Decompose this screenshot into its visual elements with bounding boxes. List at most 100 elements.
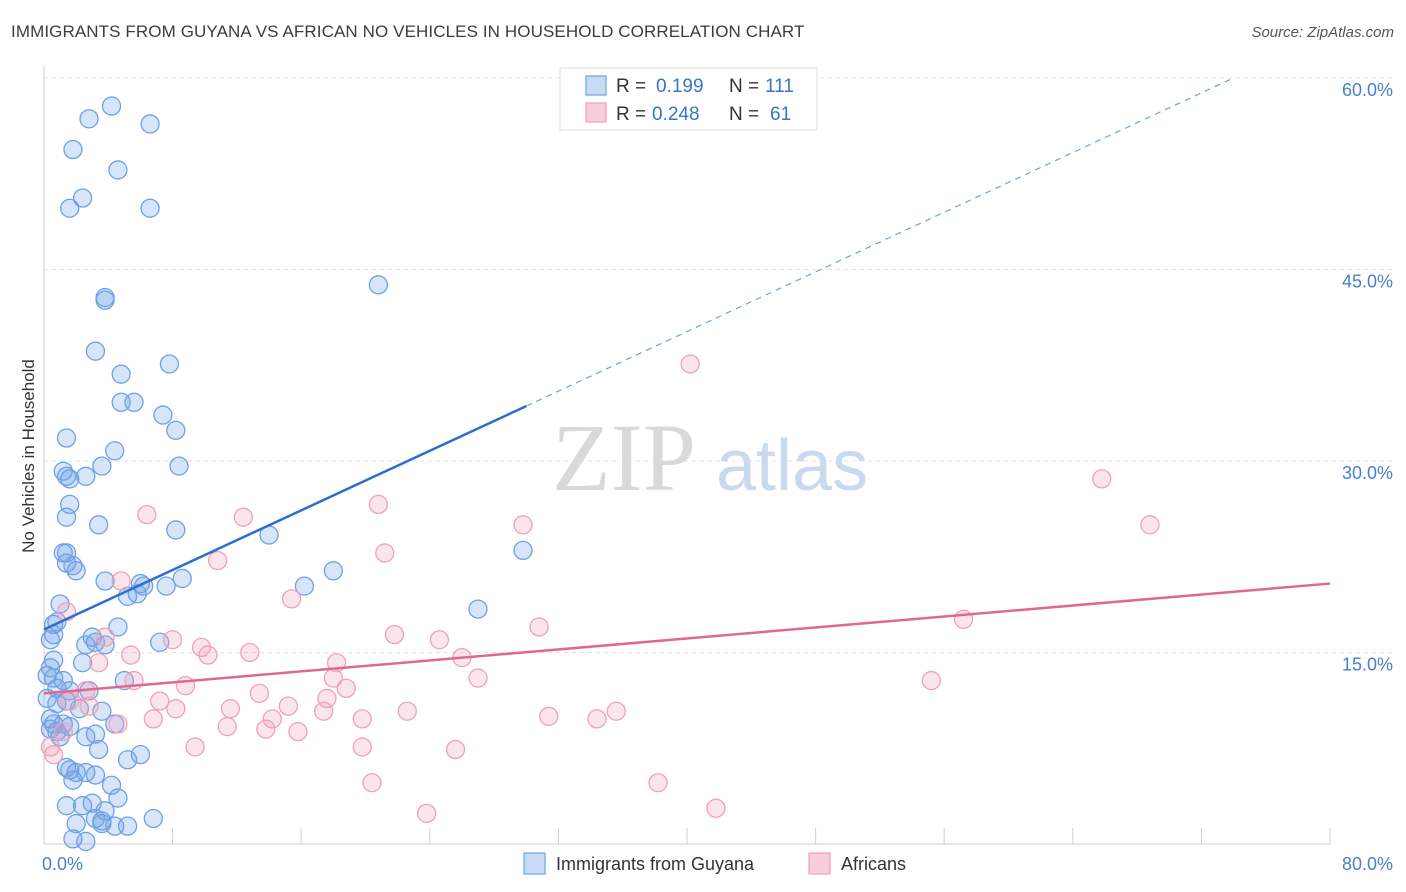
series-africans-points [40,354,1160,824]
data-point-guyana [53,670,73,691]
y-axis-label: No Vehicles in Household [19,359,38,553]
legend-r-value: 0.199 [656,76,704,97]
legend-n-label: N = [729,76,759,97]
data-point-guyana [153,405,173,425]
data-point-guyana [89,515,109,535]
legend-swatch-africans [585,102,607,123]
data-point-africans [429,630,450,650]
watermark-zip: ZIP [552,404,696,511]
legend-r-label: R = [616,104,646,125]
data-point-guyana [156,576,176,596]
data-point-africans [79,696,99,716]
data-point-africans [240,642,260,663]
data-point-africans [368,494,389,515]
data-point-guyana [85,765,106,785]
data-point-guyana [56,507,77,527]
data-point-africans [336,678,356,698]
trend-line-africans [43,582,1331,695]
data-point-africans [162,630,183,650]
legend-r-value: 0.248 [652,104,700,125]
data-point-africans [166,699,186,719]
data-point-guyana [85,724,106,744]
data-point-guyana [50,727,70,747]
chart-title: IMMIGRANTS FROM GUYANA VS AFRICAN NO VEH… [11,22,805,41]
data-point-guyana [108,617,128,637]
data-point-africans [1092,469,1112,489]
data-point-guyana [140,114,160,134]
series-guyana-points [37,96,533,852]
data-point-guyana [105,441,125,461]
data-point-guyana [166,420,186,441]
legend-n-value: 111 [765,76,794,97]
x-tick-label: 80.0% [1342,854,1393,874]
data-point-guyana [53,461,73,481]
data-point-africans [288,722,308,742]
data-point-guyana [79,109,99,129]
trend-line-guyana-extension [525,77,1234,407]
data-point-africans [281,589,302,609]
data-point-guyana [169,456,189,476]
data-point-africans [233,507,253,527]
legend-swatch-guyana [585,75,607,96]
data-point-africans [60,691,80,711]
data-point-guyana [468,599,488,619]
data-point-guyana [140,198,160,218]
y-tick-label: 15.0% [1342,655,1393,675]
data-point-africans [445,739,466,760]
data-point-africans [416,803,437,824]
data-point-africans [220,699,241,719]
data-point-africans [150,691,170,711]
trend-lines [43,77,1331,695]
data-point-africans [362,773,382,793]
data-point-guyana [159,354,180,374]
data-point-africans [539,706,559,726]
data-point-africans [314,701,334,721]
data-point-africans [43,744,64,765]
data-point-guyana [37,688,57,709]
chart-source: Source: ZipAtlas.com [1251,24,1394,41]
data-point-guyana [95,571,115,591]
data-point-africans [1140,515,1160,535]
trend-line-guyana [43,404,527,631]
bottom-legend-label-guyana: Immigrants from Guyana [556,854,755,874]
data-point-guyana [56,796,77,816]
data-point-guyana [76,635,96,655]
data-point-guyana [63,556,83,576]
data-point-africans [278,696,298,716]
data-point-africans [352,709,372,729]
data-point-guyana [56,466,77,486]
data-point-africans [352,737,372,757]
data-point-guyana [76,466,96,486]
y-tick-label: 60.0% [1342,80,1393,100]
data-point-africans [249,683,270,704]
bottom-legend-swatch-guyana [523,852,546,875]
data-point-africans [606,701,626,721]
data-point-africans [256,719,276,739]
data-point-guyana [368,275,389,295]
data-point-africans [89,653,109,673]
data-point-guyana [294,576,315,596]
data-point-guyana [92,456,112,476]
data-point-africans [921,670,941,691]
data-point-africans [53,722,73,742]
axes [43,66,1331,845]
data-point-guyana [95,290,115,310]
data-point-guyana [63,770,83,790]
legend-n-label: N = [729,104,759,125]
data-point-guyana [95,635,115,655]
data-point-africans [143,709,163,729]
x-tick-labels: 0.0% 80.0% [42,854,1393,874]
data-point-africans [587,709,607,729]
data-point-africans [513,515,533,535]
data-point-guyana [56,428,77,448]
y-tick-label: 45.0% [1342,272,1393,292]
data-point-guyana [66,813,86,834]
data-point-africans [397,701,417,721]
data-point-africans [648,773,668,793]
y-tick-label: 30.0% [1342,463,1393,483]
data-point-africans [121,645,141,665]
data-point-africans [468,668,488,688]
data-point-guyana [60,198,80,218]
data-point-guyana [124,392,144,412]
data-point-guyana [72,188,93,208]
